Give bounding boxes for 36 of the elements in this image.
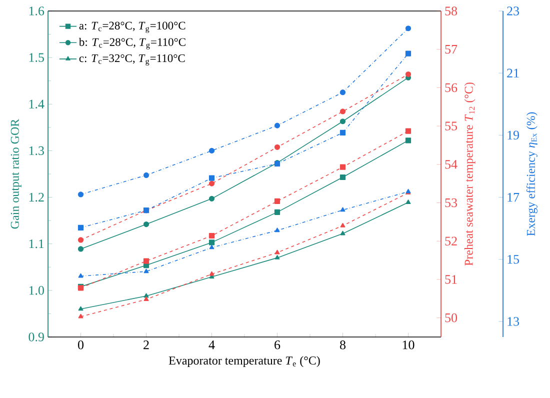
x-tick-label: 2 [144,340,149,350]
y3-tick-label: 17 [508,192,520,202]
legend-label: b: T$_{c}$=28°C, T$_{g}$=110°C [78,38,186,50]
x-tick-label: 0 [78,340,84,350]
x-tick-label: 8 [340,340,346,350]
legend-label: c: T$_{c}$=32°C, T$_{g}$=110°C [79,54,185,66]
y2-tick-label: 58 [445,6,458,16]
y3-tick-label: 23 [507,6,520,16]
y2-tick-label: 53 [445,198,458,208]
y-tick-label: 1.0 [29,286,44,295]
y3-tick-label: 21 [507,68,519,78]
y3-tick-label: 15 [508,255,520,264]
y-tick-label: 1.6 [29,6,44,16]
y2-tick-label: 52 [445,236,457,246]
y2-tick-label: 55 [445,122,458,130]
y3-axis-title: Exergy efficiency η$_{Ex}$ (%) [526,112,538,236]
y-tick-label: 1.1 [29,239,44,248]
y2-axis-title: Preheat seawater temperature T$_{12}$ (°C) [464,82,476,266]
y3-tick-label: 19 [508,130,519,140]
y-tick-label: 1.3 [29,146,44,156]
y3-tick-label: 13 [508,317,520,326]
y-tick-label: 1.5 [29,53,44,62]
x-tick-label: 6 [274,340,280,350]
x-axis-title: Evaporator temperature T$_{e}$ (°C) [168,356,320,368]
y2-tick-label: 57 [445,45,458,54]
y-tick-label: 0.9 [28,332,44,342]
legend-label: a: T$_{c}$=28°C, T$_{g}$=100°C [79,22,186,33]
y-axis-title: Gain output ratio GOR [10,118,22,229]
x-tick-label: 10 [402,340,414,350]
y2-tick-label: 56 [445,83,458,92]
y2-tick-label: 51 [445,275,457,284]
y-tick-label: 1.2 [29,192,44,202]
y2-tick-label: 50 [445,313,458,322]
x-tick-label: 4 [208,340,215,350]
y-tick-label: 1.4 [29,100,44,109]
y2-tick-label: 54 [445,160,458,169]
